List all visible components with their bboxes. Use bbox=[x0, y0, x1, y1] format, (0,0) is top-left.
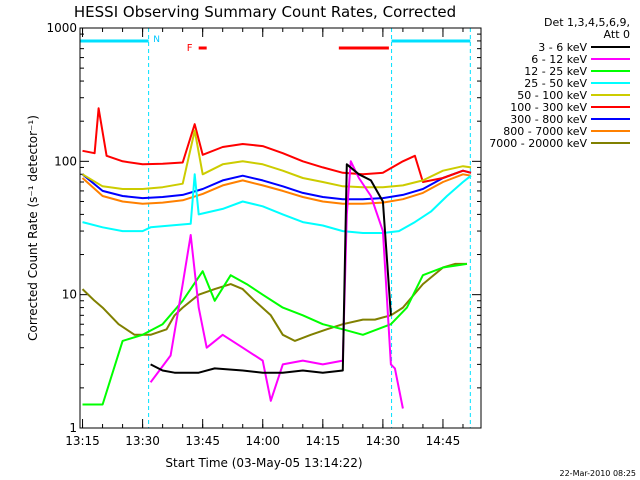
x-tick-label: 14:45 bbox=[426, 434, 461, 448]
saa-bar-label: N bbox=[153, 35, 160, 45]
x-tick-label: 14:30 bbox=[366, 434, 401, 448]
legend-label-7: 300 - 800 keV bbox=[510, 113, 587, 126]
legend-label-1: 3 - 6 keV bbox=[538, 41, 587, 54]
series-line-6 bbox=[82, 107, 472, 183]
legend-header-line-2: Att 0 bbox=[604, 28, 630, 41]
legend-header-line-1: Det 1,3,4,5,6,9, bbox=[544, 16, 630, 29]
series-line-5 bbox=[81, 129, 472, 190]
series-line-4 bbox=[82, 173, 472, 234]
legend-label-6: 100 - 300 keV bbox=[510, 101, 587, 114]
y-axis-label: Corrected Count Rate (s⁻¹ detector⁻¹) bbox=[26, 115, 40, 341]
legend-label-2: 6 - 12 keV bbox=[531, 53, 587, 66]
x-axis-label: Start Time (03-May-05 13:14:22) bbox=[165, 456, 362, 470]
flare-bar-label: F bbox=[187, 43, 193, 54]
x-tick-label: 13:15 bbox=[65, 434, 100, 448]
series-line-3 bbox=[82, 262, 468, 406]
legend-label-8: 800 - 7000 keV bbox=[503, 125, 587, 138]
legend-label-4: 25 - 50 keV bbox=[524, 77, 587, 90]
legend-label-9: 7000 - 20000 keV bbox=[489, 137, 587, 150]
y-tick-label: 1000 bbox=[46, 21, 77, 35]
legend-label-5: 50 - 100 keV bbox=[517, 89, 587, 102]
y-tick-label: 1 bbox=[69, 421, 77, 435]
date-stamp: 22-Mar-2010 08:25 bbox=[560, 469, 637, 478]
series-line-1 bbox=[150, 163, 392, 374]
y-tick-label: 10 bbox=[62, 288, 77, 302]
x-tick-label: 14:00 bbox=[245, 434, 280, 448]
x-tick-label: 14:15 bbox=[306, 434, 341, 448]
series-line-7 bbox=[81, 169, 472, 201]
legend-label-3: 12 - 25 keV bbox=[524, 65, 587, 78]
chart-title: HESSI Observing Summary Count Rates, Cor… bbox=[74, 3, 456, 21]
y-tick-label: 100 bbox=[54, 154, 77, 168]
x-tick-label: 13:30 bbox=[125, 434, 160, 448]
series-line-2 bbox=[149, 160, 404, 409]
x-tick-label: 13:45 bbox=[185, 434, 220, 448]
series-line-8 bbox=[81, 173, 472, 205]
plot-frame bbox=[79, 27, 482, 429]
